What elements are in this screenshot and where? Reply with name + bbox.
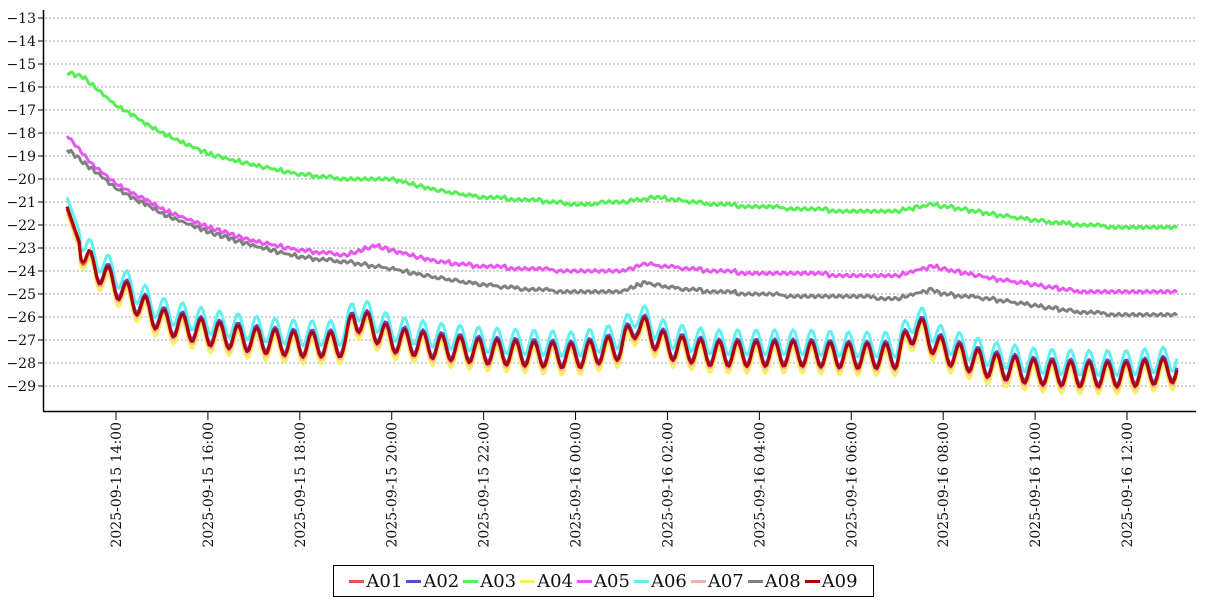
series-line-a03 — [66, 70, 1179, 231]
legend-swatch — [747, 579, 763, 583]
x-tick-label: 2025-09-15 14:00 — [109, 422, 125, 548]
series-line-a09 — [65, 206, 1179, 389]
x-tick-label: 2025-09-15 20:00 — [385, 422, 401, 548]
y-tick-label: −24 — [6, 264, 36, 280]
x-tick-label: 2025-09-16 08:00 — [936, 422, 952, 548]
y-tick-label: −23 — [6, 241, 36, 257]
y-tick-label: −22 — [6, 218, 36, 234]
series-line-a08 — [65, 148, 1179, 318]
y-tick-label: −18 — [6, 126, 36, 142]
legend-item-a02: A02 — [406, 571, 459, 592]
x-tick-label: 2025-09-16 06:00 — [844, 422, 860, 548]
legend-item-a01: A01 — [349, 571, 402, 592]
legend-swatch — [463, 579, 479, 583]
y-tick-label: −15 — [6, 57, 36, 73]
legend-item-a09: A09 — [804, 570, 858, 592]
legend-item-a04: A04 — [520, 571, 573, 592]
legend-item-a06: A06 — [633, 570, 687, 592]
legend-item-a08: A08 — [747, 570, 801, 592]
series-line-a05 — [65, 135, 1179, 295]
x-tick-label: 2025-09-15 22:00 — [477, 422, 493, 548]
legend-label: A04 — [537, 570, 574, 592]
legend-swatch — [520, 579, 536, 583]
y-tick-label: −27 — [6, 333, 36, 349]
legend-swatch — [577, 579, 593, 583]
legend-label: A07 — [707, 570, 744, 592]
x-tick-label: 2025-09-16 00:00 — [569, 422, 585, 548]
x-axis-ticks: 2025-09-15 14:00 2025-09-15 16:00 2025-09-… — [109, 412, 1136, 548]
x-tick-label: 2025-09-16 12:00 — [1120, 422, 1136, 548]
legend-label: A08 — [764, 570, 801, 592]
y-tick-label: −16 — [6, 80, 36, 96]
legend-label: A09 — [821, 570, 858, 592]
y-tick-label: −19 — [6, 149, 36, 165]
y-axis-ticks: −13 −14 −15 −16 −17 −18 −19 −20 −21 −22 −23 −24 −25 −… — [6, 11, 43, 395]
legend-label: A03 — [480, 570, 517, 592]
series-lines — [65, 70, 1179, 396]
y-tick-label: −25 — [6, 287, 36, 303]
y-tick-label: −13 — [6, 11, 36, 27]
y-tick-label: −21 — [6, 195, 36, 211]
legend-label: A01 — [366, 570, 403, 592]
legend-item-a05: A05 — [577, 571, 630, 592]
legend-label: A02 — [423, 570, 460, 592]
y-tick-label: −14 — [6, 34, 36, 50]
x-tick-label: 2025-09-16 10:00 — [1028, 422, 1044, 548]
legend-item-a07: A07 — [690, 570, 744, 592]
x-tick-label: 2025-09-15 16:00 — [201, 422, 217, 548]
y-tick-label: −29 — [6, 379, 36, 395]
legend-item-a03: A03 — [463, 571, 516, 592]
x-tick-label: 2025-09-16 04:00 — [752, 422, 768, 548]
legend: A01 A02 A03 A04 A05 A06 A07 A08 A09 — [333, 565, 874, 597]
y-tick-label: −26 — [6, 310, 36, 326]
legend-swatch — [406, 579, 422, 583]
legend-swatch — [804, 579, 820, 583]
x-tick-label: 2025-09-15 18:00 — [293, 422, 309, 548]
x-tick-label: 2025-09-16 02:00 — [660, 422, 676, 548]
legend-label: A05 — [594, 570, 630, 592]
y-tick-label: −28 — [6, 356, 36, 372]
legend-swatch — [690, 579, 706, 583]
series-line-a06 — [65, 196, 1179, 378]
legend-swatch — [349, 579, 365, 583]
legend-label: A06 — [650, 570, 687, 592]
y-tick-label: −20 — [6, 172, 36, 188]
y-tick-label: −17 — [6, 103, 36, 119]
legend-swatch — [633, 579, 649, 583]
